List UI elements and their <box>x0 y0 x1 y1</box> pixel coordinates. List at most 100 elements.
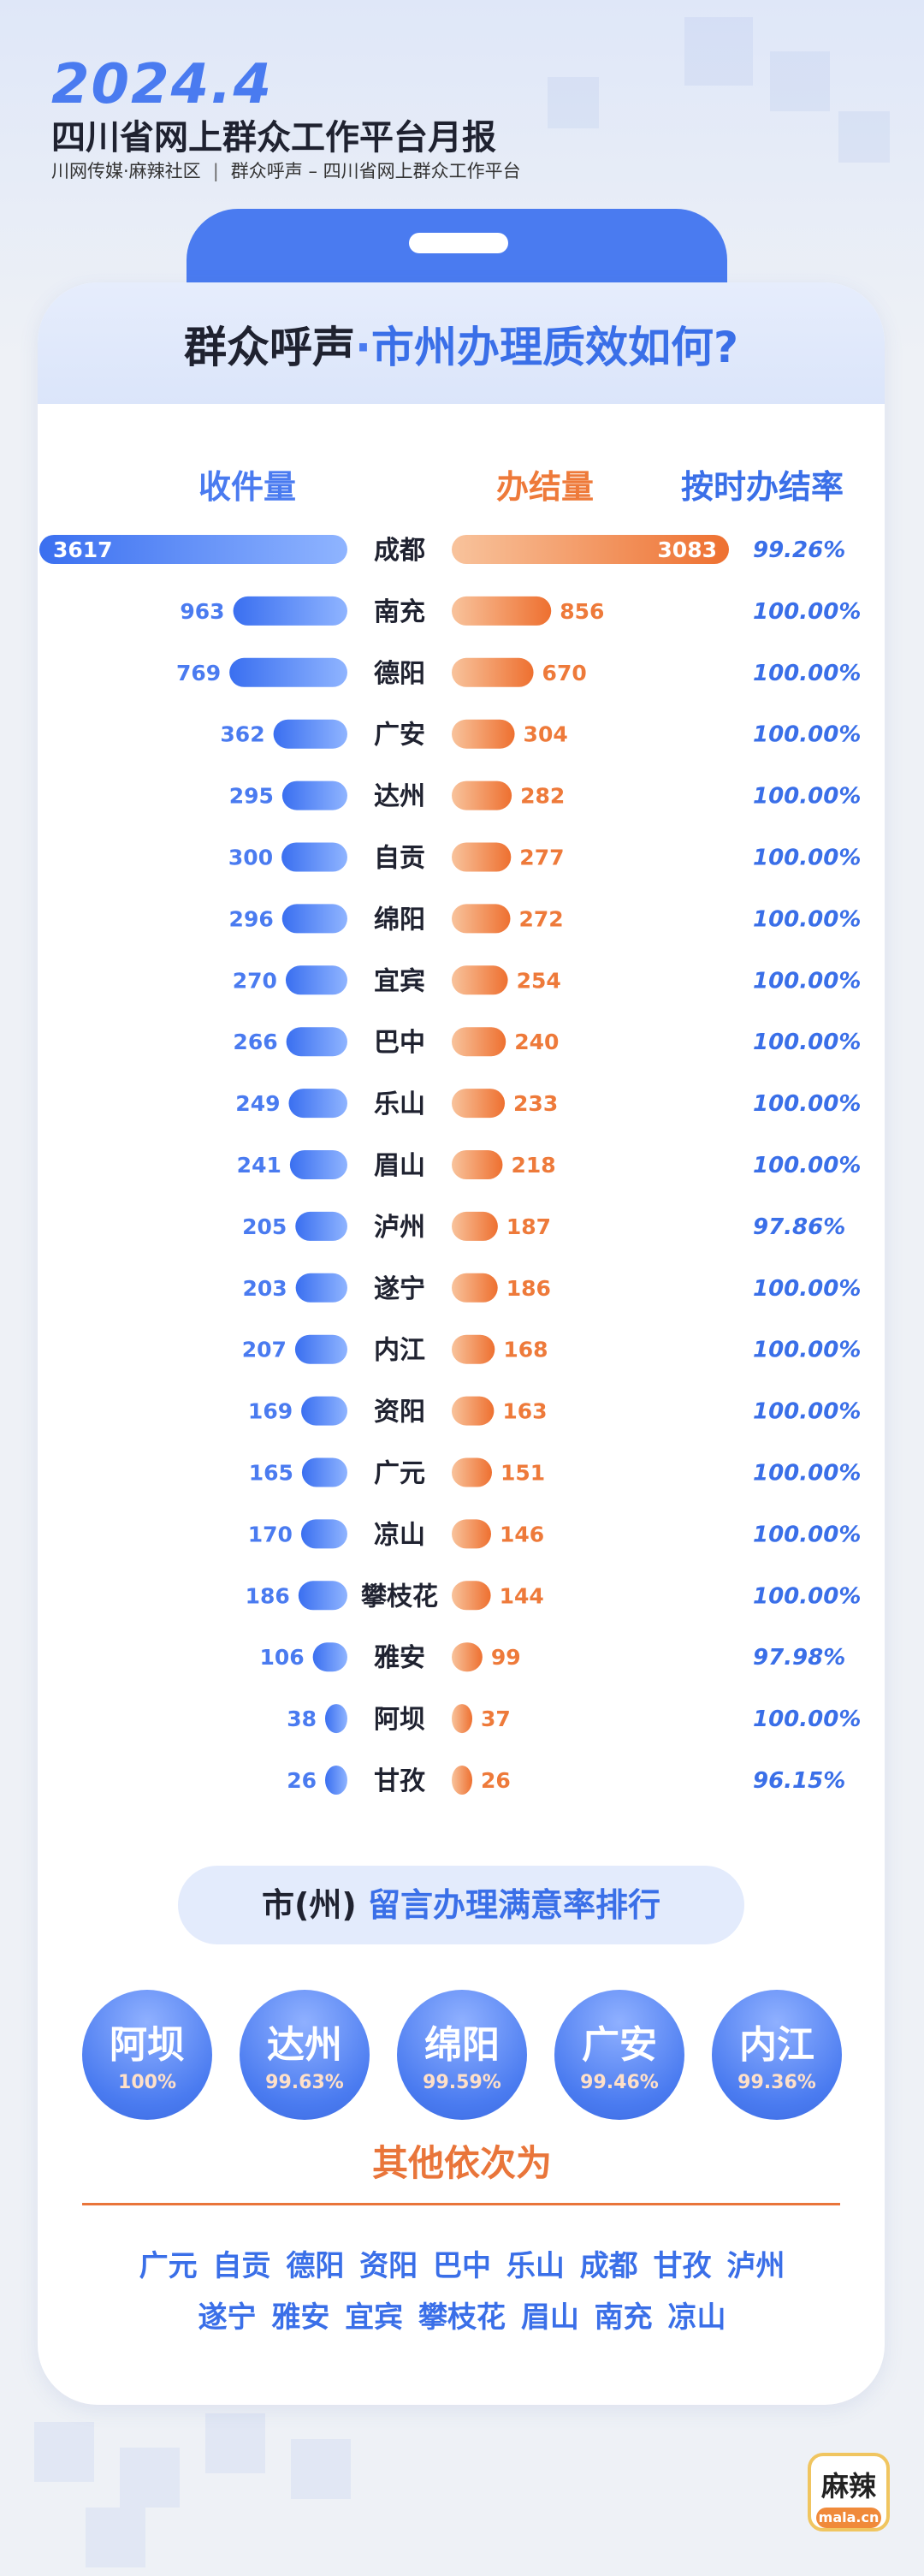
column-header-rate: 按时办结率 <box>681 468 844 506</box>
top-rank-2: 达州 99.63% <box>240 1990 370 2120</box>
bar-closed <box>452 1150 503 1179</box>
card-title: 群众呼声·市州办理质效如何? <box>38 313 885 375</box>
bar-received <box>285 965 347 995</box>
bar-received <box>281 842 347 872</box>
category-label: 成都 <box>374 536 425 566</box>
top-rank-name: 达州 <box>267 2023 342 2067</box>
value-label-received: 207 <box>242 1338 287 1362</box>
rate-label: 97.98% <box>753 1645 845 1671</box>
rate-label: 100.00% <box>753 661 861 686</box>
value-label-received: 205 <box>242 1214 287 1239</box>
rate-label: 100.00% <box>753 1338 861 1363</box>
report-title: 四川省网上群众工作平台月报 <box>51 118 496 157</box>
others-line-1: 广元 自贡 德阳 资阳 巴中 乐山 成都 甘孜 泸州 <box>139 2249 785 2283</box>
divider-line <box>82 2203 840 2205</box>
bar-received <box>295 1211 347 1241</box>
value-label-received: 296 <box>229 906 274 931</box>
bar-received <box>289 1150 347 1179</box>
category-label: 广元 <box>374 1459 425 1489</box>
value-label-received: 38 <box>287 1706 317 1731</box>
rate-label: 100.00% <box>753 1522 861 1547</box>
value-label-closed: 168 <box>503 1338 548 1362</box>
category-label: 德阳 <box>374 659 425 689</box>
report-year-month: 2024.4 <box>51 53 273 116</box>
value-label-received: 300 <box>228 846 273 870</box>
subtitle-divider: | <box>212 161 219 181</box>
top-rank-rate: 99.36% <box>737 2072 816 2093</box>
category-label: 自贡 <box>374 844 425 874</box>
category-label: 遂宁 <box>374 1274 425 1304</box>
others-title: 其他依次为 <box>371 2142 552 2184</box>
card-title-part1: 群众呼声 <box>183 323 355 372</box>
bar-closed <box>452 904 511 934</box>
value-label-received: 186 <box>246 1583 290 1608</box>
satisfaction-section-title: 市(州) 留言办理满意率排行 <box>178 1866 744 1944</box>
rate-label: 100.00% <box>753 722 861 748</box>
bar-received <box>39 535 347 564</box>
category-label: 攀枝花 <box>361 1582 438 1611</box>
comparison-bar-chart: 3617 3083 成都 99.26% 963 856 南充 100.00% 769 670 德阳 1… <box>39 535 861 1796</box>
value-label-closed: 240 <box>514 1030 559 1054</box>
bar-received <box>301 1396 347 1426</box>
top-rank-name: 阿坝 <box>110 2023 185 2067</box>
bar-received <box>229 657 347 687</box>
rate-label: 100.00% <box>753 968 861 994</box>
rate-label: 100.00% <box>753 1706 861 1732</box>
category-label: 内江 <box>374 1336 425 1366</box>
bar-closed <box>452 719 515 749</box>
bar-received <box>312 1642 347 1672</box>
value-label-closed: 304 <box>524 722 568 747</box>
value-label-received: 249 <box>235 1091 280 1116</box>
value-label-closed: 146 <box>500 1522 544 1546</box>
bar-received <box>325 1704 347 1734</box>
category-label: 阿坝 <box>374 1705 425 1735</box>
decor-square <box>291 2439 351 2499</box>
value-label-closed: 272 <box>519 906 564 931</box>
others-line-2: 遂宁 雅安 宜宾 攀枝花 眉山 南充 凉山 <box>198 2300 726 2335</box>
value-label-closed: 187 <box>506 1214 551 1239</box>
value-label-closed: 233 <box>513 1091 558 1116</box>
bar-received <box>295 1273 347 1303</box>
category-label: 眉山 <box>374 1151 425 1181</box>
top-rank-3: 绵阳 99.59% <box>397 1990 527 2120</box>
top-rank-rate: 99.59% <box>423 2072 501 2093</box>
decor-square <box>205 2413 265 2473</box>
bar-closed <box>452 1027 506 1057</box>
decor-square <box>120 2448 180 2508</box>
decor-square <box>548 77 599 128</box>
bar-received <box>298 1581 347 1611</box>
value-label-closed: 218 <box>511 1153 555 1178</box>
rate-label: 100.00% <box>753 599 861 625</box>
top-rank-5: 内江 99.36% <box>712 1990 842 2120</box>
bar-closed <box>452 1396 495 1426</box>
bar-closed <box>452 842 512 872</box>
bar-closed <box>452 1581 491 1611</box>
value-label-received: 241 <box>237 1153 281 1178</box>
value-label-closed: 99 <box>491 1645 521 1670</box>
rate-label: 97.86% <box>753 1214 845 1240</box>
rate-label: 100.00% <box>753 906 861 932</box>
bar-closed <box>452 1766 472 1795</box>
value-label-received: 3617 <box>53 537 113 562</box>
rate-label: 100.00% <box>753 1461 861 1487</box>
bar-received <box>294 1334 347 1364</box>
value-label-received: 362 <box>220 722 264 747</box>
rate-label: 100.00% <box>753 1030 861 1055</box>
bar-closed <box>452 657 534 687</box>
rate-label: 100.00% <box>753 1276 861 1302</box>
decor-square <box>34 2422 94 2482</box>
value-label-received: 203 <box>242 1276 287 1301</box>
mala-logo: 麻辣 mala.cn <box>808 2453 890 2531</box>
value-label-closed: 277 <box>519 846 564 870</box>
bar-closed <box>452 535 729 564</box>
bar-closed <box>452 1704 472 1734</box>
value-label-received: 26 <box>287 1768 317 1793</box>
category-label: 泸州 <box>374 1213 425 1243</box>
top-rank-rate: 99.46% <box>580 2072 659 2093</box>
decor-square <box>684 17 753 86</box>
bar-received <box>286 1027 347 1057</box>
value-label-closed: 26 <box>481 1768 511 1793</box>
bar-received <box>301 1457 347 1487</box>
rate-label: 100.00% <box>753 1583 861 1609</box>
category-label: 凉山 <box>374 1520 425 1550</box>
